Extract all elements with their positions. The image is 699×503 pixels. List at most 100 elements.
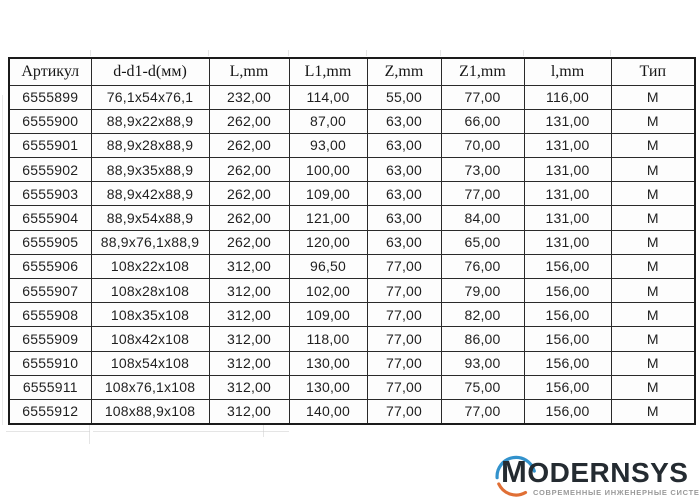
cell-l: 131,00 — [523, 181, 612, 207]
cell-l: 156,00 — [523, 253, 612, 280]
cell-articul: 6555911 — [8, 374, 92, 400]
cell-l: 131,00 — [523, 132, 612, 159]
cell-Z1: 93,00 — [440, 350, 525, 376]
cell-type: М — [610, 253, 696, 280]
cell-Z1: 75,00 — [440, 374, 525, 400]
cell-Z1: 79,00 — [440, 277, 525, 304]
cell-dims: 76,1x54x76,1 — [90, 84, 210, 110]
cell-Z1: 65,00 — [440, 229, 525, 255]
cell-type: М — [610, 132, 696, 159]
cell-L: 312,00 — [208, 326, 290, 352]
cell-Z: 77,00 — [366, 253, 442, 280]
cell-L: 312,00 — [208, 277, 290, 304]
cell-type: М — [610, 157, 696, 183]
cell-L: 262,00 — [208, 132, 290, 159]
cell-type: М — [610, 205, 696, 231]
cell-Z1: 82,00 — [440, 302, 525, 328]
scan-artifact — [6, 431, 90, 432]
scan-artifact — [440, 50, 441, 56]
cell-L: 262,00 — [208, 108, 290, 134]
cell-l: 131,00 — [523, 229, 612, 255]
cell-Z: 77,00 — [366, 302, 442, 328]
cell-L: 312,00 — [208, 398, 290, 425]
cell-articul: 6555904 — [8, 205, 92, 231]
cell-dims: 108x76,1x108 — [90, 374, 210, 400]
cell-L1: 120,00 — [288, 229, 368, 255]
cell-type: М — [610, 350, 696, 376]
table-row: 6555902 88,9x35x88,9 262,00 100,00 63,00… — [8, 157, 696, 183]
cell-L1: 118,00 — [288, 326, 368, 352]
cell-Z: 77,00 — [366, 398, 442, 425]
table-row: 6555906 108x22x108 312,00 96,50 77,00 76… — [8, 253, 696, 280]
cell-Z: 63,00 — [366, 229, 442, 255]
cell-dims: 108x35x108 — [90, 302, 210, 328]
cell-Z: 77,00 — [366, 277, 442, 304]
table-row: 6555900 88,9x22x88,9 262,00 87,00 63,00 … — [8, 108, 696, 134]
cell-articul: 6555910 — [8, 350, 92, 376]
cell-dims: 108x28x108 — [90, 277, 210, 304]
cell-L1: 93,00 — [288, 132, 368, 159]
logo-tagline: СОВРЕМЕННЫЕ ИНЖЕНЕРНЫЕ СИСТЕМЫ — [533, 488, 699, 497]
cell-dims: 108x42x108 — [90, 326, 210, 352]
cell-L1: 109,00 — [288, 181, 368, 207]
cell-Z1: 73,00 — [440, 157, 525, 183]
table-row: 6555907 108x28x108 312,00 102,00 77,00 7… — [8, 277, 696, 304]
scan-artifact — [93, 431, 289, 432]
cell-Z1: 77,00 — [440, 84, 525, 110]
cell-articul: 6555906 — [8, 253, 92, 280]
cell-Z: 63,00 — [366, 132, 442, 159]
table-row: 6555910 108x54x108 312,00 130,00 77,00 9… — [8, 350, 696, 376]
cell-l: 156,00 — [523, 277, 612, 304]
header-row: Артикул d-d1-d(мм) L,mm L1,mm Z,mm Z1,mm… — [8, 57, 696, 86]
cell-L: 312,00 — [208, 302, 290, 328]
cell-L1: 140,00 — [288, 398, 368, 425]
scan-artifact — [2, 95, 3, 425]
cell-L: 312,00 — [208, 253, 290, 280]
cell-l: 156,00 — [523, 350, 612, 376]
logo-initial: M — [501, 454, 528, 489]
cell-Z: 77,00 — [366, 326, 442, 352]
cell-articul: 6555907 — [8, 277, 92, 304]
cell-type: М — [610, 374, 696, 400]
cell-L1: 87,00 — [288, 108, 368, 134]
scan-artifact — [263, 425, 264, 437]
cell-L1: 114,00 — [288, 84, 368, 110]
table-row: 6555903 88,9x42x88,9 262,00 109,00 63,00… — [8, 181, 696, 207]
cell-articul: 6555899 — [8, 84, 92, 110]
cell-Z: 77,00 — [366, 350, 442, 376]
cell-articul: 6555908 — [8, 302, 92, 328]
cell-L1: 130,00 — [288, 350, 368, 376]
cell-L1: 100,00 — [288, 157, 368, 183]
cell-Z1: 76,00 — [440, 253, 525, 280]
cell-type: М — [610, 229, 696, 255]
table-row: 6555912 108x88,9x108 312,00 140,00 77,00… — [8, 398, 696, 425]
cell-L: 232,00 — [208, 84, 290, 110]
cell-L1: 130,00 — [288, 374, 368, 400]
cell-articul: 6555912 — [8, 398, 92, 425]
cell-articul: 6555909 — [8, 326, 92, 352]
cell-dims: 88,9x42x88,9 — [90, 181, 210, 207]
col-header-L: L,mm — [208, 57, 290, 86]
cell-Z1: 66,00 — [440, 108, 525, 134]
cell-articul: 6555901 — [8, 132, 92, 159]
scan-artifact — [288, 50, 289, 56]
table-row: 6555909 108x42x108 312,00 118,00 77,00 8… — [8, 326, 696, 352]
cell-L1: 96,50 — [288, 253, 368, 280]
cell-L: 262,00 — [208, 229, 290, 255]
table-row: 6555901 88,9x28x88,9 262,00 93,00 63,00 … — [8, 132, 696, 159]
modernsys-logo: MODERNSYS СОВРЕМЕННЫЕ ИНЖЕНЕРНЫЕ СИСТЕМЫ — [494, 452, 699, 502]
logo-name-rest: ODERNSYS — [527, 457, 689, 488]
col-header-dims: d-d1-d(мм) — [90, 57, 210, 86]
cell-L: 262,00 — [208, 181, 290, 207]
cell-L1: 109,00 — [288, 302, 368, 328]
cell-type: М — [610, 398, 696, 425]
cell-type: М — [610, 277, 696, 304]
cell-L1: 102,00 — [288, 277, 368, 304]
cell-articul: 6555902 — [8, 157, 92, 183]
col-header-L1: L1,mm — [288, 57, 368, 86]
cell-Z1: 70,00 — [440, 132, 525, 159]
cell-type: М — [610, 302, 696, 328]
cell-l: 156,00 — [523, 374, 612, 400]
table-row: 6555905 88,9x76,1x88,9 262,00 120,00 63,… — [8, 229, 696, 255]
cell-Z: 77,00 — [366, 374, 442, 400]
